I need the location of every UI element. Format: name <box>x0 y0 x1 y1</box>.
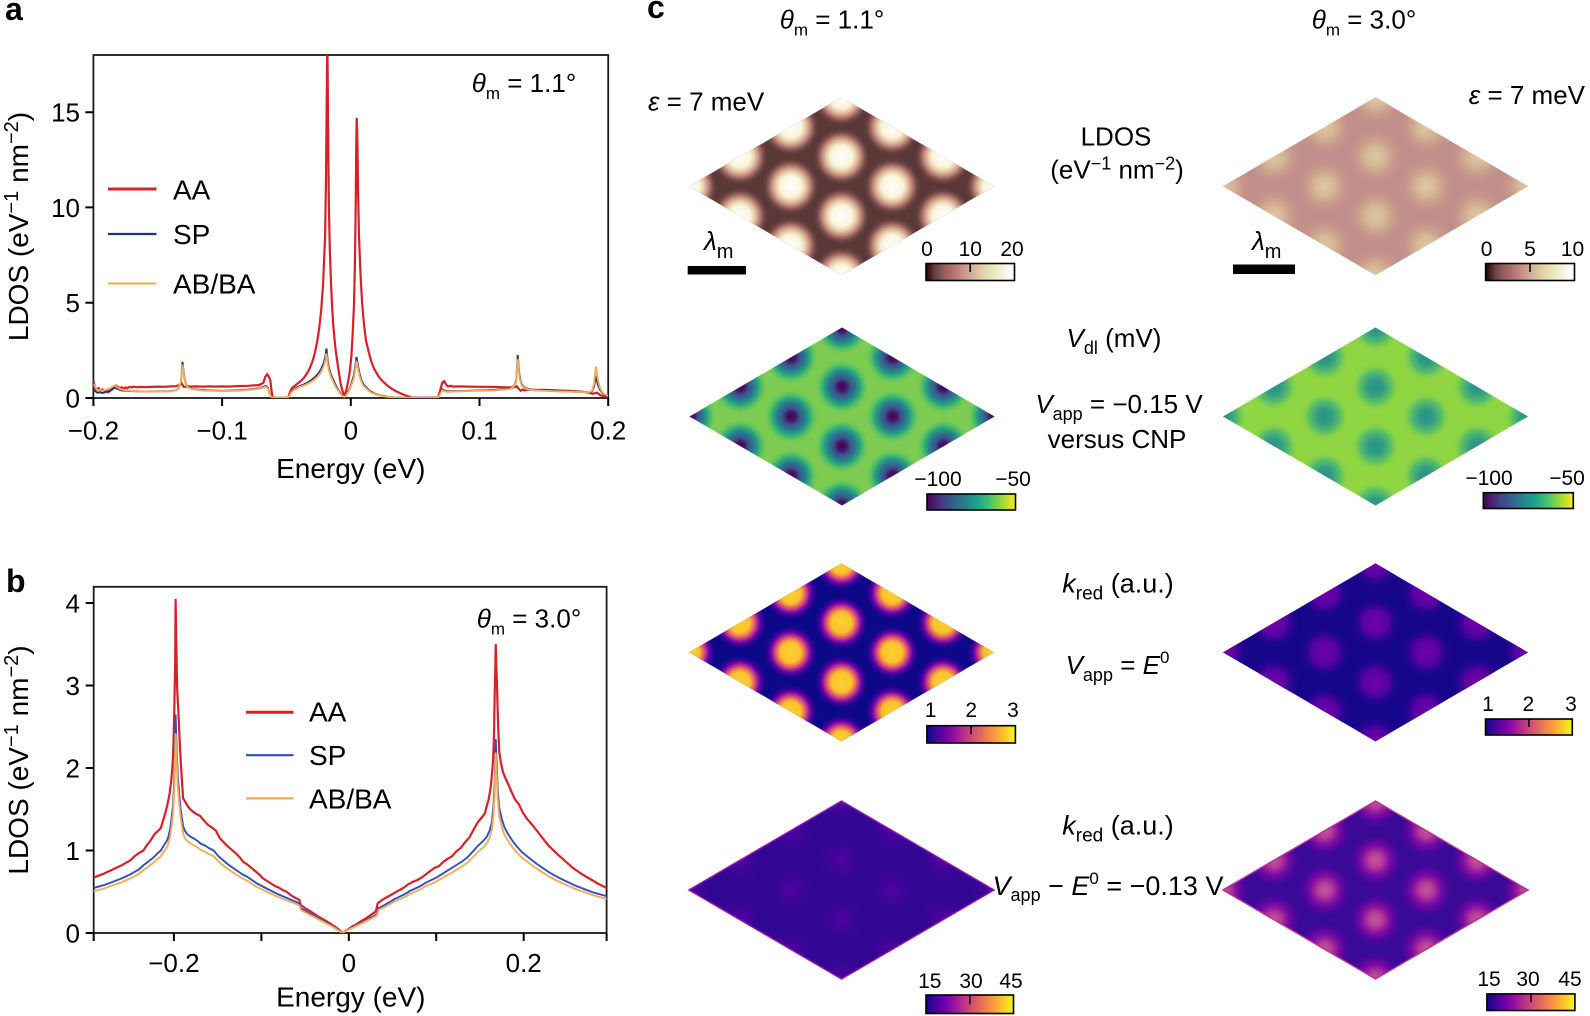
svg-text:30: 30 <box>1516 968 1539 991</box>
svg-text:−0.2: −0.2 <box>148 948 199 978</box>
svg-text:LDOS (eV−1 nm−2): LDOS (eV−1 nm−2) <box>1 645 34 874</box>
svg-text:b: b <box>6 563 26 599</box>
svg-text:2: 2 <box>965 699 977 722</box>
svg-text:Vapp − E0 = −0.13 V: Vapp − E0 = −0.13 V <box>993 869 1224 905</box>
svg-text:2: 2 <box>66 754 80 784</box>
svg-text:0: 0 <box>342 948 356 978</box>
svg-text:−50: −50 <box>995 468 1031 491</box>
svg-text:45: 45 <box>1558 968 1581 991</box>
svg-text:4: 4 <box>66 589 80 619</box>
svg-text:λm: λm <box>1250 226 1281 263</box>
svg-text:0: 0 <box>344 416 358 446</box>
svg-text:θm = 3.0°: θm = 3.0° <box>477 604 581 639</box>
svg-text:θm = 3.0°: θm = 3.0° <box>1312 5 1416 40</box>
svg-text:5: 5 <box>66 288 80 318</box>
svg-text:2: 2 <box>1523 693 1535 716</box>
svg-text:kred (a.u.): kred (a.u.) <box>1062 811 1174 847</box>
svg-text:10: 10 <box>1561 238 1584 261</box>
svg-text:θm = 1.1°: θm = 1.1° <box>472 68 576 103</box>
svg-text:Energy (eV): Energy (eV) <box>276 453 425 484</box>
svg-text:−100: −100 <box>1465 467 1512 490</box>
svg-text:10: 10 <box>51 193 80 223</box>
svg-text:10: 10 <box>959 238 982 261</box>
svg-text:30: 30 <box>959 970 982 993</box>
svg-text:Energy (eV): Energy (eV) <box>276 982 425 1013</box>
svg-text:0.2: 0.2 <box>506 948 542 978</box>
svg-text:AB/BA: AB/BA <box>173 269 256 300</box>
svg-text:1: 1 <box>925 699 937 722</box>
svg-text:AA: AA <box>173 175 211 206</box>
svg-text:AB/BA: AB/BA <box>309 784 392 815</box>
svg-text:versus CNP: versus CNP <box>1048 424 1187 454</box>
svg-text:SP: SP <box>173 219 210 250</box>
svg-text:5: 5 <box>1524 238 1536 261</box>
svg-text:20: 20 <box>1000 238 1023 261</box>
svg-text:3: 3 <box>66 671 80 701</box>
svg-text:0: 0 <box>66 919 80 949</box>
svg-text:−100: −100 <box>914 468 961 491</box>
svg-text:ε = 7 meV: ε = 7 meV <box>1469 80 1586 110</box>
svg-text:Vapp = −0.15 V: Vapp = −0.15 V <box>1035 389 1203 424</box>
svg-text:Vdl (mV): Vdl (mV) <box>1067 323 1162 358</box>
svg-text:15: 15 <box>51 98 80 128</box>
svg-text:3: 3 <box>1007 699 1019 722</box>
svg-text:AA: AA <box>309 697 347 728</box>
svg-text:LDOS (eV−1 nm−2): LDOS (eV−1 nm−2) <box>1 112 34 341</box>
svg-text:c: c <box>647 0 665 25</box>
svg-text:0: 0 <box>66 384 80 414</box>
svg-text:−0.2: −0.2 <box>68 416 119 446</box>
svg-text:−50: −50 <box>1549 467 1585 490</box>
svg-text:λm: λm <box>702 226 733 263</box>
svg-text:θm = 1.1°: θm = 1.1° <box>780 5 884 40</box>
svg-text:0: 0 <box>1481 238 1493 261</box>
svg-text:1: 1 <box>66 836 80 866</box>
svg-text:15: 15 <box>1477 968 1500 991</box>
svg-text:ε = 7 meV: ε = 7 meV <box>648 87 765 117</box>
svg-text:45: 45 <box>999 970 1022 993</box>
svg-text:3: 3 <box>1565 693 1577 716</box>
svg-text:a: a <box>5 0 23 27</box>
svg-text:1: 1 <box>1482 693 1494 716</box>
svg-text:0: 0 <box>921 238 933 261</box>
svg-text:0.1: 0.1 <box>461 416 497 446</box>
svg-text:15: 15 <box>918 970 941 993</box>
svg-text:−0.1: −0.1 <box>196 416 247 446</box>
svg-text:kred (a.u.): kred (a.u.) <box>1062 569 1174 605</box>
svg-text:0.2: 0.2 <box>590 416 626 446</box>
svg-text:LDOS: LDOS <box>1081 122 1152 152</box>
svg-text:Vapp = E0: Vapp = E0 <box>1066 648 1170 685</box>
svg-text:SP: SP <box>309 740 346 771</box>
